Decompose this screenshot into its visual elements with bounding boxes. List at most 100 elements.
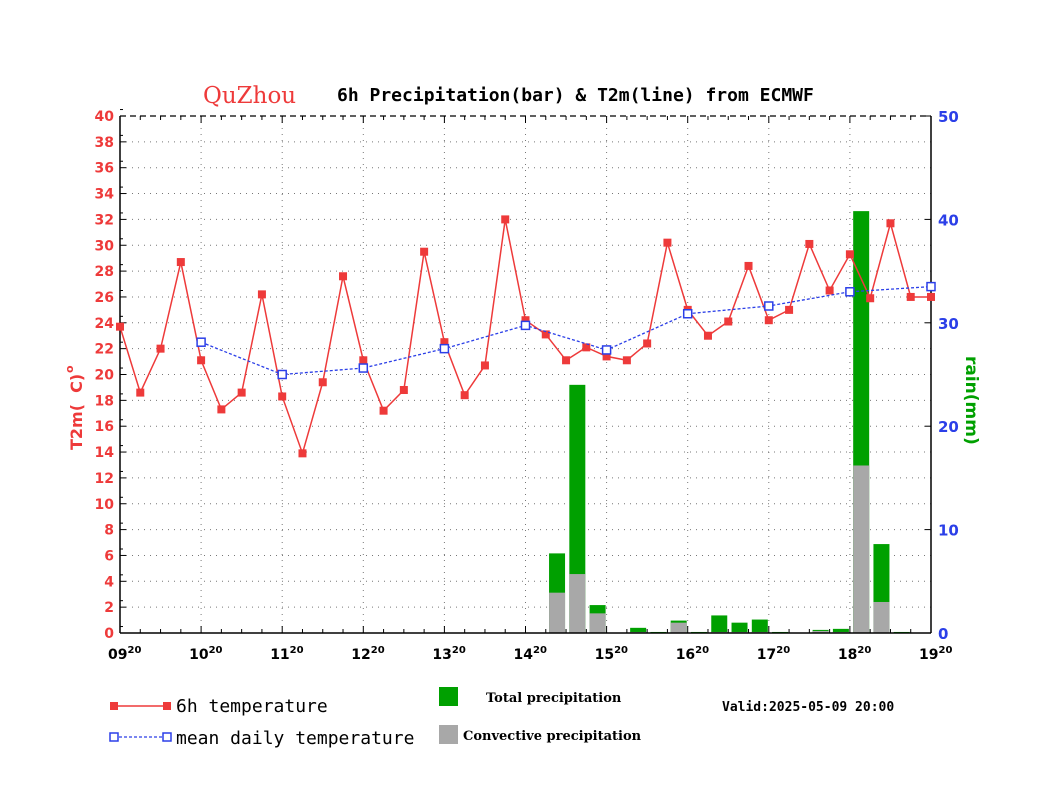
- left-tick-label: 16: [95, 419, 114, 435]
- mean-daily-point: [358, 363, 369, 373]
- temp6h-point: [805, 239, 814, 248]
- temp6h-point: [541, 330, 550, 339]
- temp6h-point: [257, 290, 266, 299]
- legend-total-label: Total precipitation: [486, 691, 622, 706]
- left-tick-label: 34: [95, 187, 115, 203]
- temp6h-point: [420, 247, 429, 256]
- legend-temp6h-marker: [110, 702, 171, 710]
- mean-daily-point: [196, 337, 206, 347]
- left-tick-label: 10: [95, 497, 115, 513]
- total-precip-bar: [711, 615, 728, 633]
- temperature-lines: [116, 215, 936, 458]
- temp6h-point: [602, 352, 611, 361]
- left-tick-label: 38: [95, 135, 114, 151]
- convective-precip-bar: [569, 574, 586, 633]
- right-axis-label: rain(mm): [961, 356, 981, 445]
- temp6h-point: [440, 338, 449, 347]
- x-tick-label: 1520: [595, 645, 628, 663]
- left-tick-label: 32: [95, 212, 114, 228]
- temp6h-point: [197, 356, 206, 365]
- x-tick-label: 1920: [919, 645, 952, 663]
- mean-daily-point: [439, 343, 450, 354]
- temp6h-point: [156, 344, 165, 353]
- temp6h-point: [825, 286, 834, 295]
- left-tick-label: 30: [95, 238, 115, 254]
- temp6h-point: [562, 356, 571, 365]
- mean-daily-point: [845, 287, 855, 297]
- legend-mean-marker: [109, 732, 172, 742]
- temp6h-point: [278, 392, 287, 401]
- title-city: QuZhou: [203, 83, 296, 109]
- temp6h-point: [886, 219, 895, 228]
- left-tick-label: 18: [95, 393, 114, 409]
- left-tick-label: 40: [95, 109, 115, 125]
- left-tick-label: 26: [95, 290, 114, 306]
- left-tick-label: 28: [95, 264, 114, 280]
- right-tick-label: 40: [938, 211, 959, 229]
- total-precip-bar: [832, 628, 849, 633]
- total-precip-bar: [569, 384, 586, 633]
- x-tick-label: 1420: [514, 645, 547, 663]
- convective-precip-bar: [549, 592, 566, 633]
- temp6h-point: [744, 261, 753, 270]
- left-tick-label: 14: [95, 445, 115, 461]
- mean-daily-line: [200, 285, 932, 376]
- temp6h-point: [116, 322, 124, 331]
- right-tick-label: 50: [938, 108, 959, 126]
- valid-time: Valid:2025-05-09 20:00: [722, 700, 894, 715]
- temp6h-point: [176, 258, 185, 267]
- temp6h-point: [237, 388, 246, 397]
- left-axis-label: T2m( C): [67, 374, 86, 450]
- legend-temp6h-label: 6h temperature: [176, 696, 328, 717]
- mean-daily-point: [764, 301, 774, 311]
- temp6h-point: [622, 356, 631, 365]
- convective-precip-bar: [873, 601, 890, 633]
- mean-daily-point: [682, 309, 693, 319]
- temp6h-point: [136, 388, 145, 397]
- temp6h-point: [460, 391, 469, 400]
- x-tick-label: 1720: [757, 645, 790, 663]
- left-tick-label: 20: [95, 368, 115, 384]
- x-tick-label: 1220: [351, 645, 384, 663]
- temp6h-point: [764, 316, 773, 325]
- convective-precip-bar: [853, 465, 870, 633]
- axis-ticks: 0246810121416182022242628303234363840010…: [95, 108, 959, 663]
- x-tick-label: 1020: [189, 645, 222, 663]
- mean-daily-point: [601, 345, 612, 355]
- left-tick-label: 22: [95, 342, 114, 358]
- legend-conv-swatch: [439, 725, 458, 744]
- legend: 6h temperature mean daily temperature To…: [109, 687, 894, 749]
- left-tick-label: 8: [104, 523, 114, 539]
- left-tick-label: 36: [95, 161, 114, 177]
- convective-precip-bar: [670, 622, 687, 633]
- mean-daily-point: [926, 281, 936, 292]
- x-tick-label: 1820: [838, 645, 871, 663]
- temp6h-point: [339, 272, 348, 281]
- temp6h-point: [663, 238, 672, 247]
- temp6h-point: [866, 294, 875, 303]
- temp6h-point: [785, 305, 794, 314]
- temp6h-point: [298, 449, 307, 458]
- temp6h-point: [480, 361, 489, 370]
- left-tick-label: 6: [104, 548, 114, 564]
- temp6h-point: [217, 405, 226, 414]
- gridlines: [120, 116, 931, 633]
- temp6h-point: [521, 316, 530, 325]
- right-tick-label: 0: [938, 625, 948, 643]
- temp6h-point: [582, 343, 591, 352]
- x-tick-label: 1120: [270, 645, 303, 663]
- temp6h-point: [724, 317, 733, 326]
- temp6h-point: [845, 250, 854, 259]
- title-text: 6h Precipitation(bar) & T2m(line) from E…: [337, 85, 814, 106]
- temp6h-point: [399, 386, 408, 395]
- left-tick-label: 0: [104, 626, 114, 642]
- right-tick-label: 30: [938, 315, 959, 333]
- temp6h-point: [906, 292, 915, 301]
- legend-conv-label: Convective precipitation: [463, 729, 642, 744]
- x-tick-label: 1620: [676, 645, 709, 663]
- left-tick-label: 4: [104, 574, 114, 590]
- temp6h-point: [359, 356, 368, 365]
- total-precip-bar: [731, 622, 748, 633]
- degree-symbol: o: [63, 365, 76, 373]
